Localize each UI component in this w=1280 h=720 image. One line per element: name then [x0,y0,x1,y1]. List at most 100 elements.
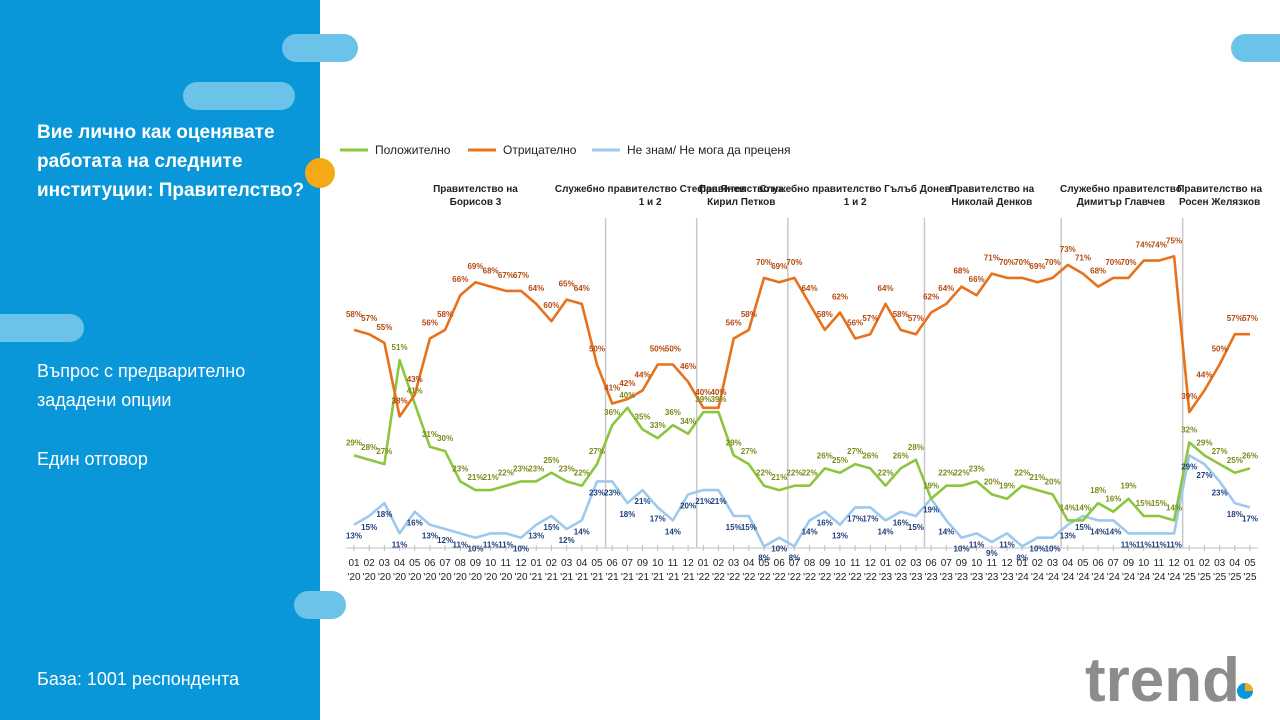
data-label-negative: 57% [1227,314,1243,323]
data-label-negative: 62% [923,293,939,302]
x-tick-label: '24 [1061,572,1074,583]
x-tick-label: '20 [347,572,360,583]
x-tick-label: 04 [1229,558,1241,569]
sidebar-panel [0,0,320,720]
data-label-negative: 64% [528,284,544,293]
sample-base: База: 1001 респондента [37,669,240,689]
data-label-unknown: 18% [376,510,392,519]
data-label-positive: 26% [1242,451,1258,460]
data-label-negative: 66% [969,275,985,284]
x-tick-label: 06 [424,558,436,569]
data-label-positive: 27% [741,447,757,456]
data-label-unknown: 14% [938,527,954,536]
data-label-positive: 23% [559,464,575,473]
logo-text: trend [1085,646,1240,715]
x-tick-label: '21 [636,572,649,583]
data-label-negative: 70% [1014,258,1030,267]
decor-pill [282,34,358,62]
data-label-positive: 28% [361,443,377,452]
data-label-positive: 22% [953,469,969,478]
data-label-negative: 64% [574,284,590,293]
data-label-unknown: 23% [604,488,620,497]
data-label-negative: 69% [771,262,787,271]
decor-pill [294,591,346,619]
data-label-positive: 29% [726,438,742,447]
data-label-positive: 31% [422,430,438,439]
data-label-negative: 73% [1060,245,1076,254]
legend-negative-label: Отрицателно [503,143,577,157]
data-label-positive: 25% [832,456,848,465]
data-label-unknown: 21% [710,497,726,506]
logo-accent-icon [1245,683,1253,691]
data-label-negative: 70% [786,258,802,267]
data-label-positive: 51% [392,343,408,352]
line-chart: Положително Отрицателно Не знам/ Не мога… [340,143,1262,583]
question-type-note: Въпрос с предварително зададени опции [37,361,246,410]
chart-legend: Положително Отрицателно Не знам/ Не мога… [340,143,791,157]
x-tick-label: '24 [1137,572,1150,583]
x-tick-label: 01 [531,558,543,569]
x-tick-label: '20 [439,572,452,583]
data-label-positive: 23% [452,464,468,473]
x-tick-label: 12 [1001,558,1013,569]
data-label-negative: 64% [802,284,818,293]
data-label-unknown: 16% [407,519,423,528]
data-label-negative: 43% [407,375,423,384]
data-label-positive: 21% [483,473,499,482]
data-label-negative: 62% [832,293,848,302]
data-label-unknown: 17% [847,514,863,523]
data-label-negative: 58% [893,310,909,319]
data-label-positive: 23% [969,464,985,473]
data-label-unknown: 13% [832,532,848,541]
data-label-positive: 22% [938,469,954,478]
data-label-positive: 22% [756,469,772,478]
x-tick-label: '22 [712,572,725,583]
x-tick-label: 12 [865,558,877,569]
x-tick-label: 09 [956,558,968,569]
data-label-negative: 68% [953,267,969,276]
data-label-positive: 30% [437,434,453,443]
data-label-negative: 68% [1090,267,1106,276]
x-tick-label: '23 [955,572,968,583]
x-tick-label: 02 [1199,558,1211,569]
data-label-positive: 22% [802,469,818,478]
legend-positive-label: Положително [375,143,451,157]
data-label-negative: 56% [847,319,863,328]
data-label-unknown: 10% [771,545,787,554]
data-label-unknown: 14% [878,527,894,536]
data-label-unknown: 16% [817,519,833,528]
x-tick-label: '20 [454,572,467,583]
x-tick-label: 11 [501,558,512,569]
data-label-negative: 65% [559,280,575,289]
x-tick-label: 01 [698,558,710,569]
x-tick-label: 06 [1093,558,1105,569]
trend-logo: trend [1085,646,1253,715]
x-tick-label: '22 [727,572,740,583]
data-label-unknown: 18% [1227,510,1243,519]
x-tick-label: 06 [774,558,786,569]
decor-pill [183,82,295,110]
x-tick-label: 04 [1062,558,1074,569]
data-label-unknown: 14% [1090,527,1106,536]
x-tick-label: '23 [894,572,907,583]
period-label: Правителство на Николай Денков [949,184,1034,208]
data-label-negative: 58% [346,310,362,319]
data-label-positive: 27% [376,447,392,456]
data-label-positive: 21% [771,473,787,482]
series-line-positive [353,358,1251,522]
data-label-unknown: 10% [1029,545,1045,554]
x-tick-label: '21 [682,572,695,583]
data-label-positive: 14% [1060,503,1076,512]
legend-unknown-label: Не знам/ Не мога да преценя [627,143,791,157]
x-tick-label: '20 [408,572,421,583]
x-tick-label: 08 [804,558,816,569]
x-tick-label: '25 [1213,572,1226,583]
x-tick-label: 04 [576,558,588,569]
x-tick-label: 09 [819,558,831,569]
data-label-positive: 23% [528,464,544,473]
data-label-negative: 44% [1196,370,1212,379]
x-tick-label: '23 [970,572,983,583]
data-label-positive: 39% [710,395,726,404]
x-tick-label: 04 [394,558,406,569]
data-label-unknown: 11% [392,540,408,549]
